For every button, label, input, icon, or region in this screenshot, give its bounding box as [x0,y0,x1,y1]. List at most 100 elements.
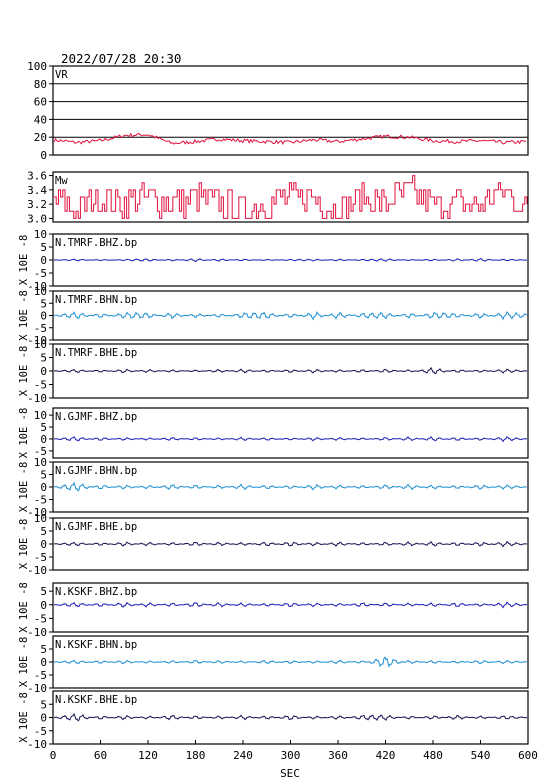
y-tick-label: 0 [40,599,47,612]
series-line [54,601,527,609]
y-tick-label: 100 [27,60,47,73]
y-tick-label: 20 [34,131,47,144]
y-tick-label: 5 [40,643,47,656]
y-tick-label: -10 [27,334,47,347]
y-tick-label: 5 [40,469,47,482]
y-tick-label: -5 [34,445,47,458]
panel-title: N.GJMF.BHE.bp [55,521,137,533]
x-tick-label: 120 [138,749,158,762]
panel-frame [52,343,529,399]
panel-frame [52,65,529,156]
y-unit-label: X 10E -8 [18,519,30,570]
series-line [54,656,528,668]
y-tick-label: 3.4 [27,184,47,197]
y-tick-label: 3.0 [27,212,47,225]
y-tick-label: 5 [40,698,47,711]
panel-frame [52,233,529,287]
x-tick-label: 300 [281,749,301,762]
panel-n-kskf-bhe-bp: 50-5-10 N.KSKF.BHE.bp X 10E -8 [18,690,529,751]
panel-vr: 0 20 40 60 80 100 VR [27,60,529,162]
y-tick-label: 0 [40,365,47,378]
y-tick-label: 3.6 [27,170,47,183]
y-tick-label: 10 [34,512,47,525]
x-axis-label: SEC [280,767,300,780]
panel-title: Mw [55,175,68,187]
y-tick-label: -5 [34,725,47,738]
y-tick-label: 0 [40,433,47,446]
y-tick-label: -5 [34,551,47,564]
y-tick-label: 5 [40,525,47,538]
y-tick-label: 0 [40,149,47,162]
y-tick-label: 10 [34,285,47,298]
y-tick-label: 0 [40,254,47,267]
series-line [53,311,528,321]
x-tick-label: 420 [376,749,396,762]
y-unit-label: X 10E -8 [18,235,30,286]
y-tick-label: 10 [34,409,47,422]
y-tick-label: -5 [34,669,47,682]
panel-title: N.KSKF.BHE.bp [55,694,137,706]
y-unit-label: X 10E -8 [18,408,30,459]
panel-title: N.GJMF.BHN.bp [55,465,137,477]
panel-title: N.GJMF.BHZ.bp [55,411,137,423]
y-tick-label: 80 [34,78,47,91]
series-line [54,435,527,443]
y-tick-label: 0 [40,538,47,551]
panel-title: N.TMRF.BHE.bp [55,347,137,359]
x-tick-label: 180 [186,749,206,762]
y-tick-label: 5 [40,585,47,598]
y-unit-label: X 10E -8 [18,290,30,341]
y-tick-label: 5 [40,241,47,254]
y-tick-label: 60 [34,96,47,109]
panel-frame [52,407,529,459]
y-tick-label: -5 [34,267,47,280]
panel-frame [52,171,529,223]
panel-frame [52,635,529,689]
x-tick-label: 480 [423,749,443,762]
y-tick-label: 5 [40,297,47,310]
panel-title: N.KSKF.BHZ.bp [55,586,137,598]
y-tick-label: 5 [40,352,47,365]
y-tick-label: 0 [40,712,47,725]
x-tick-label: 60 [94,749,107,762]
panel-title: N.TMRF.BHN.bp [55,294,137,306]
panel-n-kskf-bhn-bp: 50-5-10 N.KSKF.BHN.bp X 10E -8 [18,635,529,695]
y-tick-label: 5 [40,421,47,434]
y-unit-label: X 10E -8 [18,346,30,397]
y-tick-label: 10 [34,456,47,469]
panel-title: N.KSKF.BHN.bp [55,639,137,651]
x-tick-label: 240 [233,749,253,762]
panel-frame [52,582,529,633]
panel-n-kskf-bhz-bp: 50-5-10 N.KSKF.BHZ.bp X 10E -8 [18,582,529,639]
y-tick-label: 0 [40,310,47,323]
series-line [53,132,527,145]
y-unit-label: X 10E -8 [18,692,30,743]
y-tick-label: -10 [27,392,47,405]
series-line [54,366,528,375]
y-tick-label: -10 [27,682,47,695]
panel-frame [52,461,529,513]
series-line [54,540,528,548]
y-tick-label: -10 [27,626,47,639]
y-unit-label: X 10E -8 [18,582,30,633]
y-unit-label: X 10E -8 [18,637,30,688]
panel-frame [52,517,529,571]
series-line [54,257,528,263]
y-tick-label: -10 [27,506,47,519]
x-tick-label: 600 [518,749,538,762]
y-tick-label: -10 [27,738,47,751]
x-tick-label: 360 [328,749,348,762]
series-line [54,175,528,219]
x-tick-label: 540 [471,749,491,762]
y-tick-label: -10 [27,564,47,577]
y-unit-label: X 10E -8 [18,462,30,513]
panel-title: N.TMRF.BHZ.bp [55,237,137,249]
y-tick-label: -5 [34,494,47,507]
